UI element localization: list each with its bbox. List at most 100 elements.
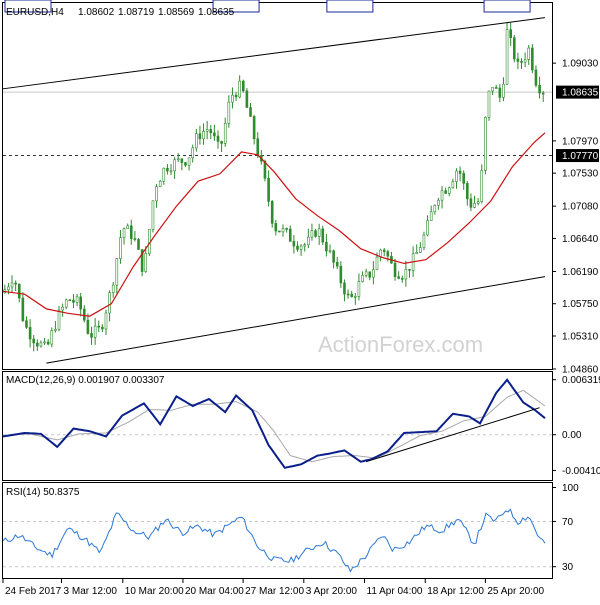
rsi-panel (2, 482, 553, 579)
candle-body (357, 281, 361, 297)
candle-body (447, 187, 451, 194)
macd-tick-label: -0.004102 (562, 466, 600, 477)
candle-body (364, 271, 368, 276)
candle-body (169, 170, 173, 173)
candle-body (372, 269, 375, 278)
candle-body (227, 101, 231, 124)
candle-body (458, 170, 462, 174)
candle-body (79, 296, 82, 310)
macd-line (2, 378, 546, 469)
ohlc-low: 1.08569 (158, 7, 195, 18)
candle-body (433, 205, 437, 213)
candle-body (498, 87, 502, 98)
candle-body (238, 80, 241, 98)
candle-body (17, 283, 21, 299)
x-tick-label: 18 Apr 12:00 (427, 586, 484, 597)
candle-body (32, 338, 36, 344)
macd-tick-label: 0.00 (562, 430, 582, 441)
candle-body (122, 228, 126, 238)
x-tick-label: 10 Mar 20:00 (125, 586, 184, 597)
candle-body (274, 223, 278, 232)
candle-body (184, 162, 187, 166)
candle-body (332, 250, 335, 263)
current-price-tag (556, 85, 599, 99)
candle-body (527, 47, 531, 60)
dotted-level-tag-label: 1.07770 (562, 151, 599, 162)
candle-body (195, 133, 198, 149)
candle-body (466, 183, 469, 200)
candle-body (437, 199, 440, 206)
candle-body (419, 247, 422, 253)
candle-body (541, 92, 545, 95)
candle-body (213, 132, 216, 137)
candle-body (61, 306, 64, 311)
candle-body (133, 238, 137, 240)
rsi-tick-label: 30 (562, 562, 574, 573)
candle-body (375, 256, 379, 270)
annotation-box (483, 0, 531, 13)
candle-body (209, 129, 213, 134)
candle-body (429, 211, 433, 221)
candle-body (270, 201, 274, 224)
candle-body (393, 262, 397, 278)
candle-body (14, 282, 17, 285)
annotation-3-label: 1.09490 (489, 0, 526, 3)
candle-body (307, 236, 310, 246)
x-tick-label: 11 Apr 04:00 (367, 586, 423, 597)
candle-body (491, 87, 494, 92)
rsi-line (2, 508, 546, 573)
candle-body (249, 107, 252, 117)
candle-body (281, 228, 285, 233)
candle-body (252, 116, 256, 139)
candle-body (198, 133, 202, 140)
annotation-2-label: 1.05690 (332, 0, 369, 3)
rsi-axis: 100 70 30 (552, 483, 579, 573)
candle-body (386, 251, 390, 257)
annotation-box (326, 0, 374, 13)
annotation-1-label: 1.09050 (218, 0, 255, 3)
candle-body (335, 261, 339, 267)
candle-body (36, 342, 39, 347)
x-tick-label: 20 Mar 04:00 (185, 586, 244, 597)
candle-body (140, 249, 144, 272)
candle-body (90, 333, 93, 338)
candle-body (54, 328, 57, 331)
candle-body (115, 258, 119, 286)
candle-body (328, 250, 332, 253)
candle-body (75, 296, 79, 303)
price-annotations: 1.04940 1.09050 1.05690 1.09490 (4, 0, 531, 13)
candle-body (531, 47, 534, 71)
candle-body (191, 147, 194, 159)
candle-body (404, 269, 408, 280)
candle-body (108, 292, 111, 314)
macd-label: MACD(12,26,9) 0.001907 0.003307 (6, 375, 165, 386)
rsi-label: RSI(14) 50.8375 (6, 487, 80, 498)
candle-body (292, 241, 296, 247)
macd-tick-label: 0.006319 (562, 375, 600, 386)
x-tick-label: 27 Mar 12:00 (245, 586, 304, 597)
candle-body (180, 158, 184, 163)
price-tick-label: 1.05750 (562, 299, 599, 310)
candle-body (263, 160, 267, 179)
candle-body (476, 201, 480, 204)
candle-body (101, 326, 104, 330)
candle-body (205, 129, 209, 132)
price-lines (2, 17, 546, 364)
x-axis: 24 Feb 2017 3 Mar 12:00 10 Mar 20:00 20 Mar… (2, 579, 545, 597)
rsi-layer (2, 508, 552, 573)
rsi-tick-label: 70 (562, 517, 574, 528)
candle-body (223, 122, 227, 144)
candle-body (231, 94, 234, 103)
candle-body (202, 131, 205, 140)
candle-body (523, 59, 527, 63)
price-tick-label: 1.05310 (562, 331, 599, 342)
ohlc-close: 1.08635 (198, 7, 235, 18)
price-panel (2, 2, 553, 370)
candle-body (520, 61, 523, 63)
candle-body (426, 220, 429, 236)
candle-body (408, 269, 411, 271)
candle-body (317, 228, 321, 237)
candle-body (173, 159, 176, 172)
candle-body (505, 29, 509, 85)
moving-average-line (2, 132, 546, 317)
